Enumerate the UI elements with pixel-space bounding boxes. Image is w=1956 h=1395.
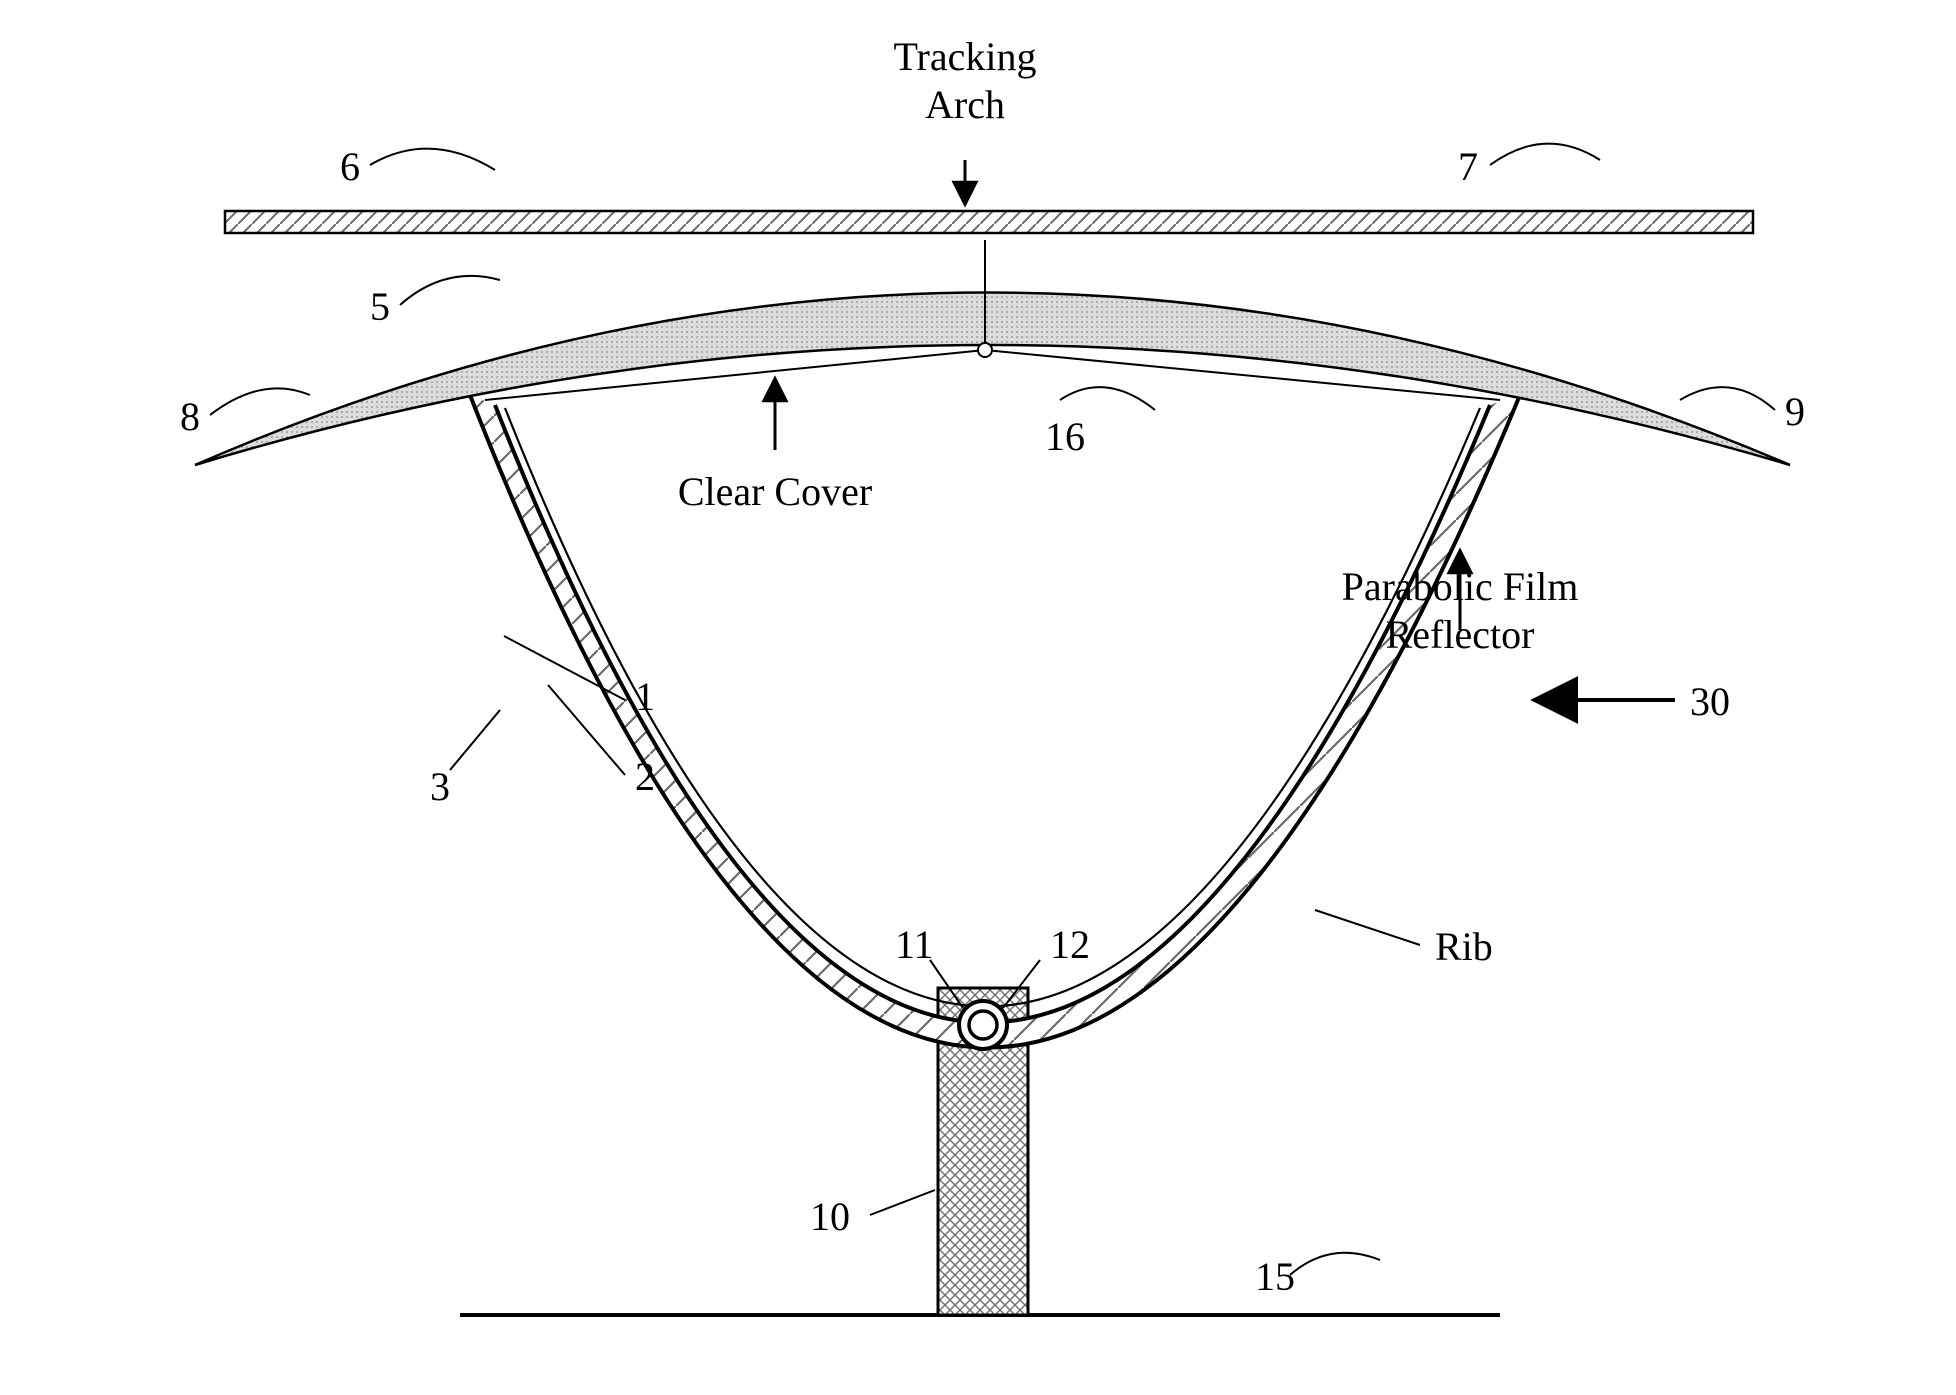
label-n3: 3 [430, 764, 450, 809]
label-rib: Rib [1435, 924, 1493, 969]
label-clear-cover: Clear Cover [678, 469, 872, 514]
leader-n7 [1490, 144, 1600, 165]
truss-joint [978, 343, 992, 357]
leader-n6 [370, 149, 495, 170]
label-n10: 10 [810, 1194, 850, 1239]
label-n8: 8 [180, 394, 200, 439]
tracking-arch-inner [195, 345, 1790, 465]
label-parabolic-1: Parabolic Film [1342, 564, 1579, 609]
label-tracking-arch-1: Tracking [894, 34, 1037, 79]
pivot-inner [969, 1011, 997, 1039]
label-n30: 30 [1690, 679, 1730, 724]
label-n9: 9 [1785, 389, 1805, 434]
label-n16: 16 [1045, 414, 1085, 459]
leader-n8 [210, 388, 310, 415]
label-n7: 7 [1458, 144, 1478, 189]
label-n5: 5 [370, 284, 390, 329]
leader-rib [1315, 910, 1420, 945]
label-parabolic-2: Reflector [1386, 612, 1535, 657]
flat-cover-bar [225, 211, 1753, 233]
label-n12: 12 [1050, 922, 1090, 967]
leader-n10 [870, 1190, 935, 1215]
leader-n9 [1680, 387, 1775, 410]
leader-n5 [400, 276, 500, 305]
label-n15: 15 [1255, 1254, 1295, 1299]
leader-n16 [1060, 387, 1155, 410]
label-tracking-arch-2: Arch [925, 82, 1005, 127]
leader-n3 [450, 710, 500, 770]
label-n1: 1 [635, 674, 655, 719]
label-n11: 11 [895, 922, 934, 967]
leader-n15 [1290, 1253, 1380, 1275]
label-n2: 2 [635, 754, 655, 799]
label-n6: 6 [340, 144, 360, 189]
